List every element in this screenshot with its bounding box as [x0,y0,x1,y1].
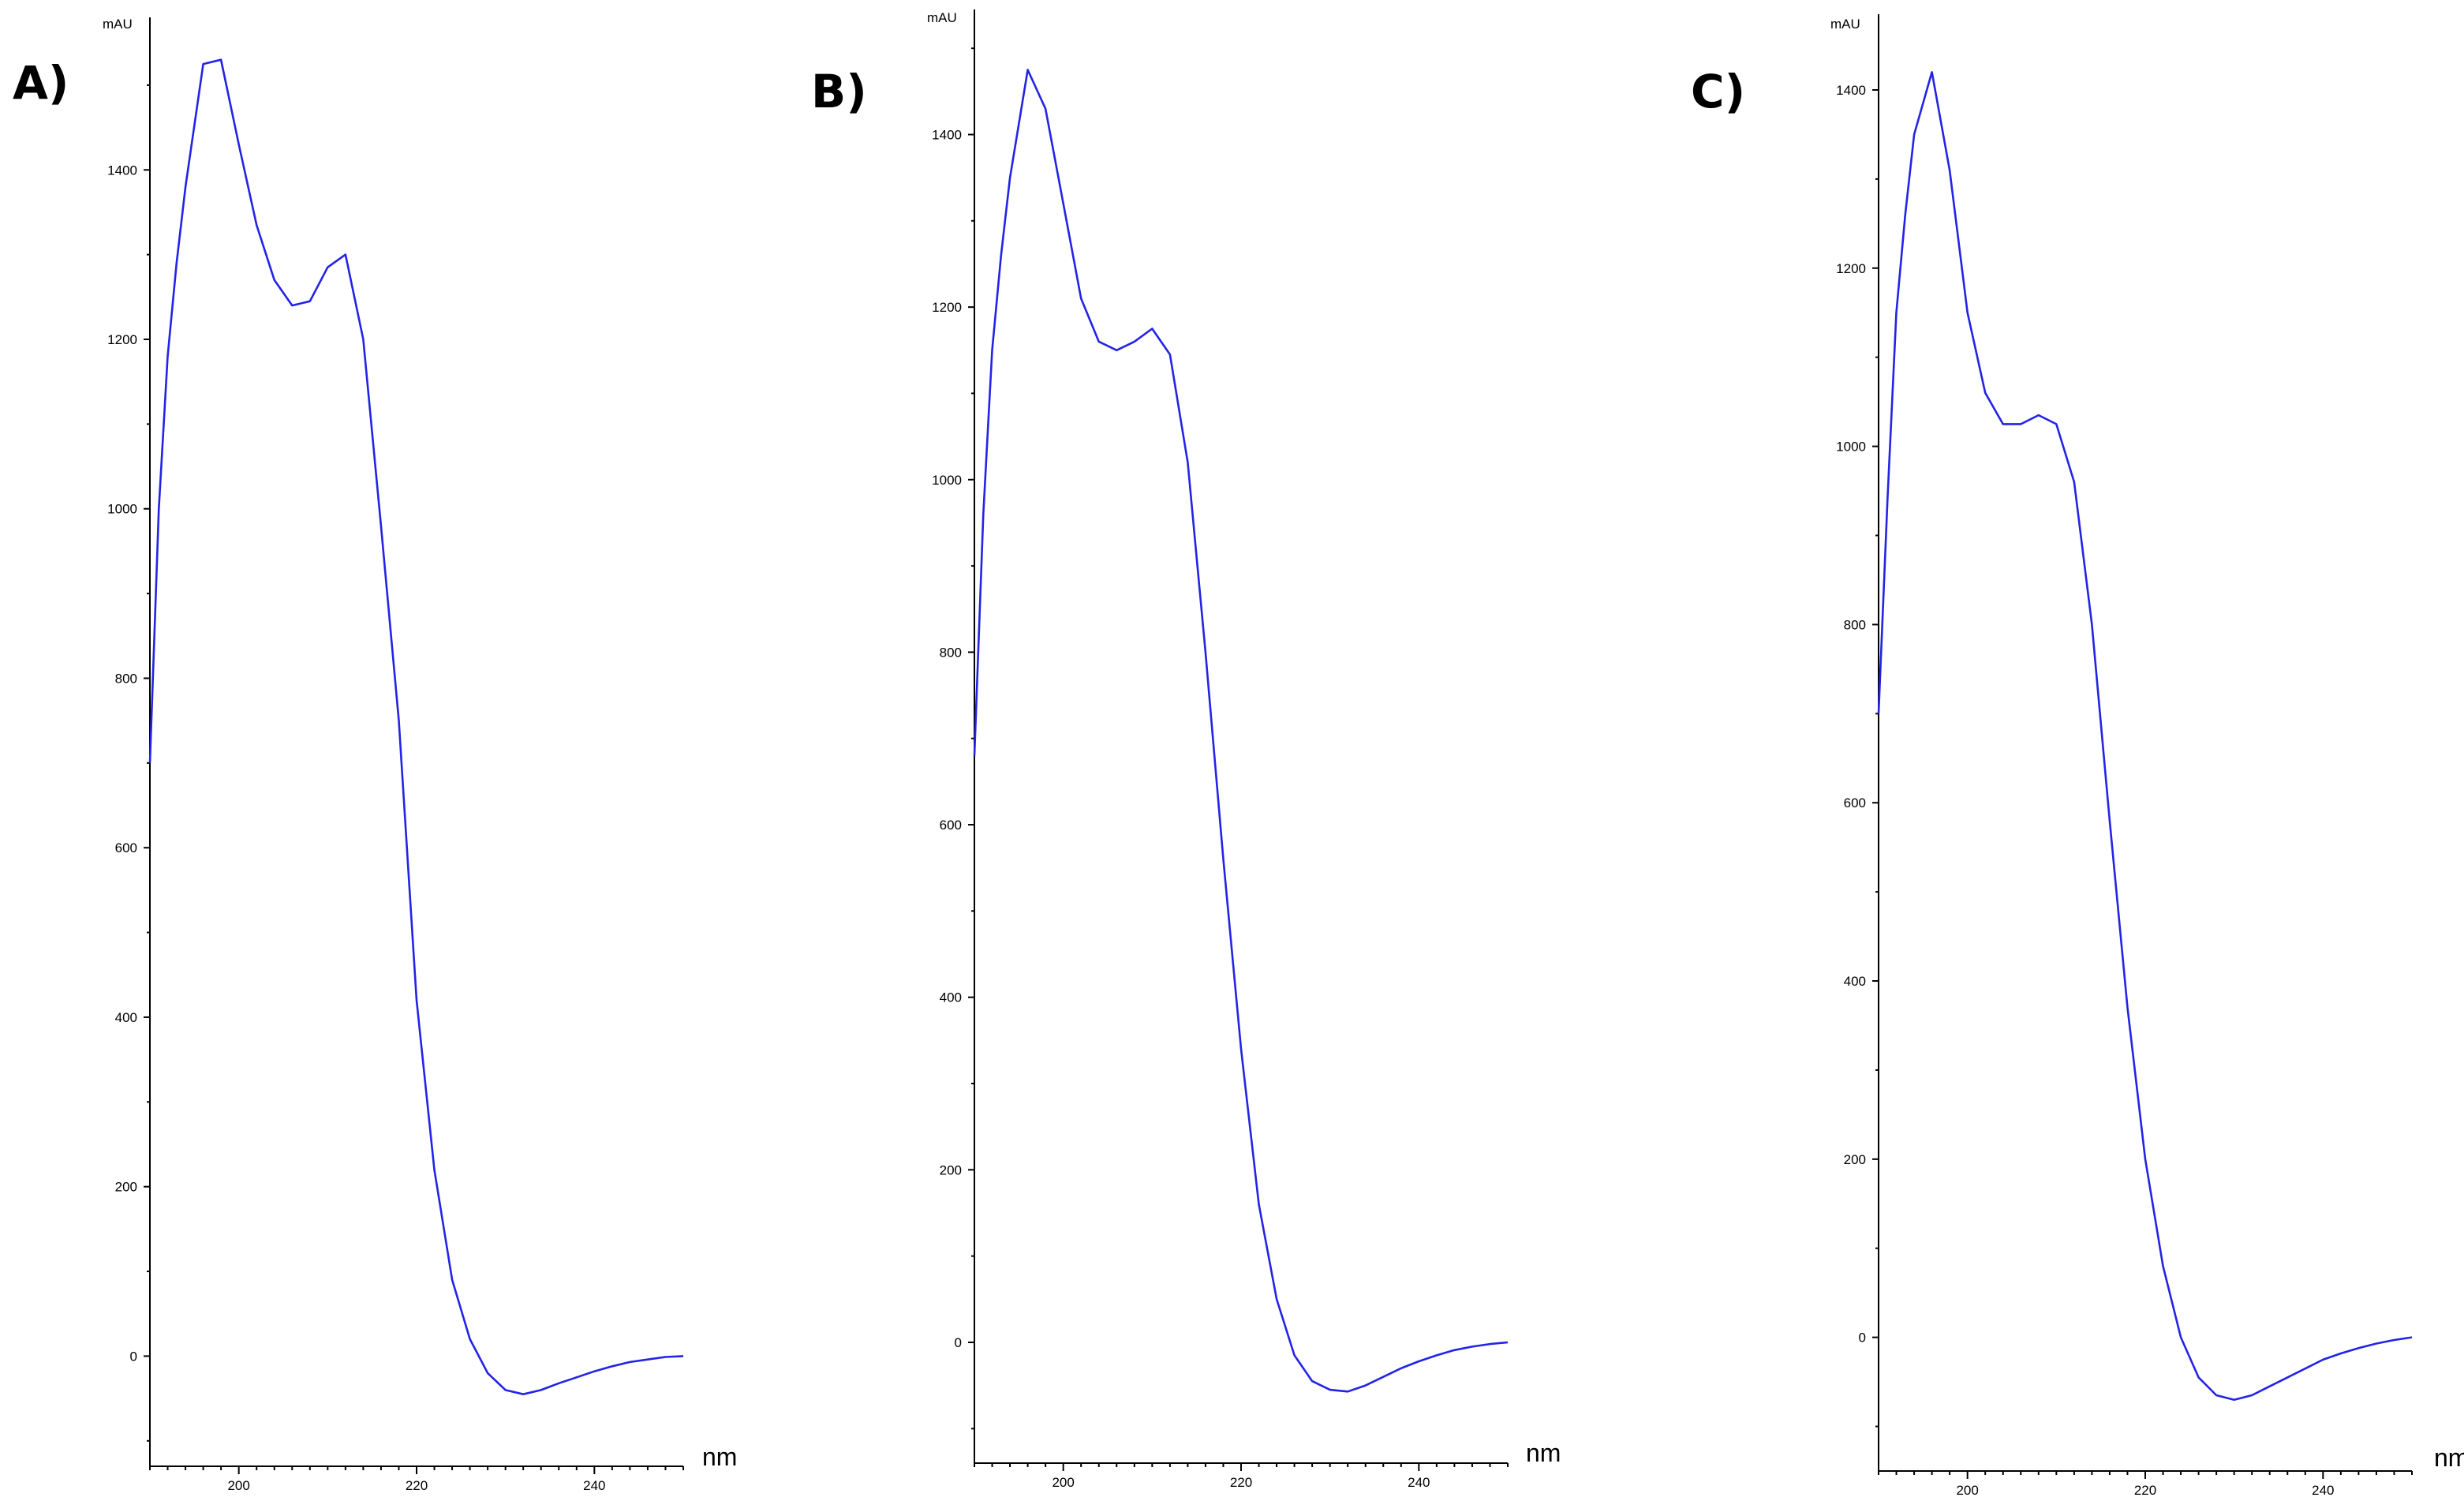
y-tick-label: 600 [940,818,962,833]
y-tick-label: 800 [940,645,962,660]
y-tick-label: 0 [955,1335,962,1350]
y-tick-label: 200 [940,1162,962,1177]
y-tick-label: 800 [1844,617,1866,632]
y-tick-label: 200 [115,1180,137,1195]
x-tick-label: 220 [1230,1475,1252,1490]
x-tick-label: 240 [1408,1475,1430,1490]
y-tick-label: 400 [940,990,962,1005]
panel-b-y-unit: mAU [927,10,957,25]
y-tick-label: 1400 [1836,83,1866,98]
y-tick-label: 1400 [107,163,137,178]
y-tick-label: 400 [115,1010,137,1025]
x-tick-label: 200 [1052,1475,1074,1490]
panel-c-label: C) [1691,65,1745,118]
panel-c: C) mAU nm 0 200 400 600 800 1000 1200 1400 200 22… [1691,14,2464,1498]
y-tick-label: 1000 [932,473,962,488]
y-tick-label: 1200 [1836,261,1866,276]
y-tick-label: 1200 [932,300,962,315]
spectrum-line [973,69,1509,1393]
x-tick-label: 240 [583,1478,605,1493]
x-tick-label: 200 [1956,1483,1978,1498]
panel-b: B) mAU nm 0 200 400 600 800 1000 1200 1400 200 22… [811,9,1561,1490]
x-tick-label: 220 [2134,1483,2156,1498]
spectrum-line [148,58,684,1395]
y-tick-label: 1000 [107,502,137,517]
y-tick-label: 1400 [932,128,962,143]
panel-a-x-unit: nm [702,1443,737,1471]
y-tick-label: 0 [130,1349,137,1364]
panel-c-x-unit: nm [2434,1443,2464,1472]
x-tick-label: 200 [227,1478,249,1493]
x-tick-label: 220 [406,1478,428,1493]
panel-c-y-unit: mAU [1830,17,1860,32]
y-tick-label: 400 [1844,974,1866,989]
y-tick-label: 1000 [1836,440,1866,455]
panel-b-label: B) [811,65,867,118]
spectrum-line [1877,71,2413,1401]
y-tick-label: 1200 [107,332,137,347]
panel-a-y-unit: mAU [103,17,133,32]
y-tick-label: 0 [1859,1331,1866,1346]
panel-a: A) mAU nm 0 200 400 600 800 1000 1200 1400 200 22… [13,17,737,1493]
y-tick-label: 800 [115,671,137,686]
y-tick-label: 600 [115,840,137,855]
panel-b-x-unit: nm [1526,1439,1561,1467]
y-tick-label: 200 [1844,1152,1866,1167]
panel-a-label: A) [13,56,69,110]
x-tick-label: 240 [2312,1483,2334,1498]
y-tick-label: 600 [1844,795,1866,810]
